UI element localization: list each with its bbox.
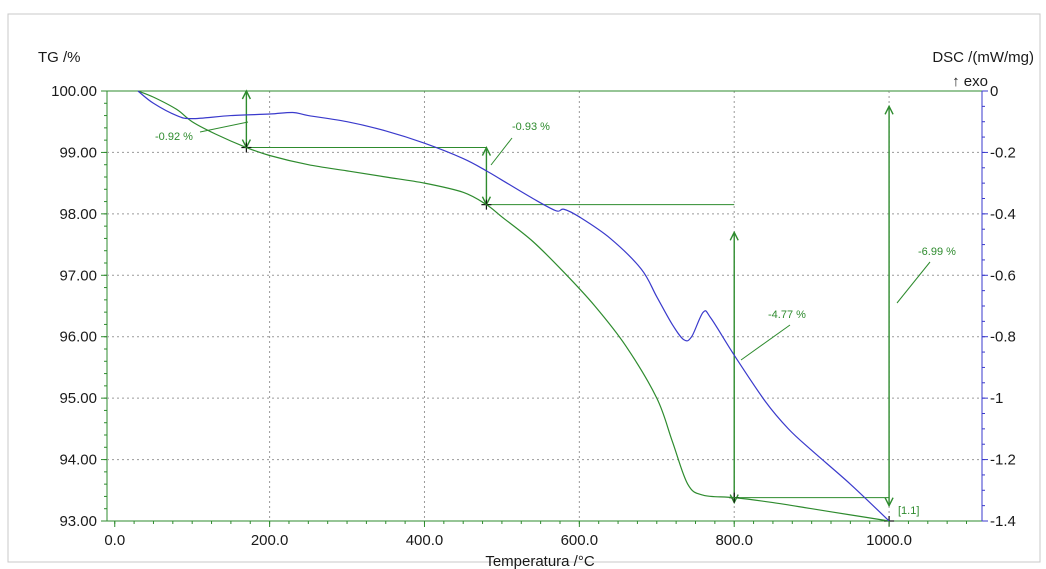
y-right-tick-label-6: -1.2 xyxy=(990,452,1016,469)
annotation-step2: -0.93 % xyxy=(512,121,550,133)
leader-total xyxy=(896,261,931,304)
y-right-axis-title: DSC /(mW/mg) xyxy=(932,49,1034,66)
annotation-step1: -0.92 % xyxy=(155,131,193,143)
y-left-tick-label-0: 93.00 xyxy=(59,513,97,530)
y-left-tick-label-1: 94.00 xyxy=(59,452,97,469)
total-arrow-head-top xyxy=(884,104,894,115)
y-right-tick-label-5: -1 xyxy=(990,390,1003,407)
y-left-tick-label-7: 100.00 xyxy=(51,83,97,100)
y-right-tick-label-7: -1.4 xyxy=(990,513,1016,530)
exo-label: ↑ exo xyxy=(952,73,988,90)
y-left-tick-label-4: 97.00 xyxy=(59,267,97,284)
y-left-tick-label-5: 98.00 xyxy=(59,206,97,223)
plot-area xyxy=(106,90,983,522)
step3-arrow-head-top xyxy=(729,230,739,241)
annotation-step3: -4.77 % xyxy=(768,309,806,321)
y-right-tick-label-2: -0.4 xyxy=(990,206,1016,223)
y-right-tick-label-0: 0 xyxy=(990,83,998,100)
grid xyxy=(107,91,982,521)
step2-arrow-head-top xyxy=(481,145,492,156)
x-tick-label-4: 800.0 xyxy=(715,532,753,549)
leader-step1 xyxy=(199,121,249,133)
x-tick-label-1: 200.0 xyxy=(251,532,289,549)
figure-frame xyxy=(7,13,1041,563)
leader-step3 xyxy=(740,324,791,361)
x-axis-title: Temperatura /°C xyxy=(485,553,595,569)
step1-arrow-head-top xyxy=(241,89,252,100)
y-left-tick-label-2: 95.00 xyxy=(59,390,97,407)
y-left-tick-label-6: 99.00 xyxy=(59,144,97,161)
dsc-series-line xyxy=(137,90,890,522)
x-tick-label-0: 0.0 xyxy=(104,532,125,549)
x-tick-label-3: 600.0 xyxy=(561,532,599,549)
y-right-tick-label-1: -0.2 xyxy=(990,144,1016,161)
annotation-leaders xyxy=(199,121,931,361)
tg-series-line xyxy=(137,90,890,522)
leader-step2 xyxy=(490,137,513,166)
y-right-tick-label-3: -0.6 xyxy=(990,267,1016,284)
y-left-axis-title: TG /% xyxy=(38,49,81,66)
x-tick-label-5: 1000.0 xyxy=(866,532,912,549)
total-arrow-head-bottom xyxy=(884,497,894,508)
y-right-tick-label-4: -0.8 xyxy=(990,329,1016,346)
y-left-tick-label-3: 96.00 xyxy=(59,329,97,346)
x-tick-label-2: 400.0 xyxy=(406,532,444,549)
series-layer xyxy=(137,90,890,522)
annotation-marker: [1.1] xyxy=(898,505,919,517)
annotation-total: -6.99 % xyxy=(918,246,956,258)
ticks-layer: 0.0 200.0 400.0 600.0 800.0 1000.0 93.00 94.00 9… xyxy=(51,83,1016,549)
